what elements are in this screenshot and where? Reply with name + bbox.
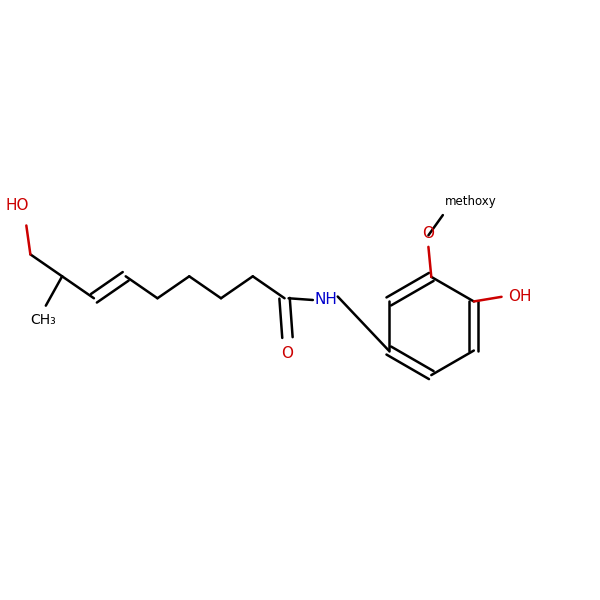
Text: HO: HO xyxy=(6,198,29,213)
Text: NH: NH xyxy=(315,292,338,307)
Text: CH₃: CH₃ xyxy=(31,313,56,326)
Text: methoxy: methoxy xyxy=(445,194,496,208)
Text: O: O xyxy=(422,226,434,241)
Text: OH: OH xyxy=(508,289,532,304)
Text: O: O xyxy=(281,346,293,361)
